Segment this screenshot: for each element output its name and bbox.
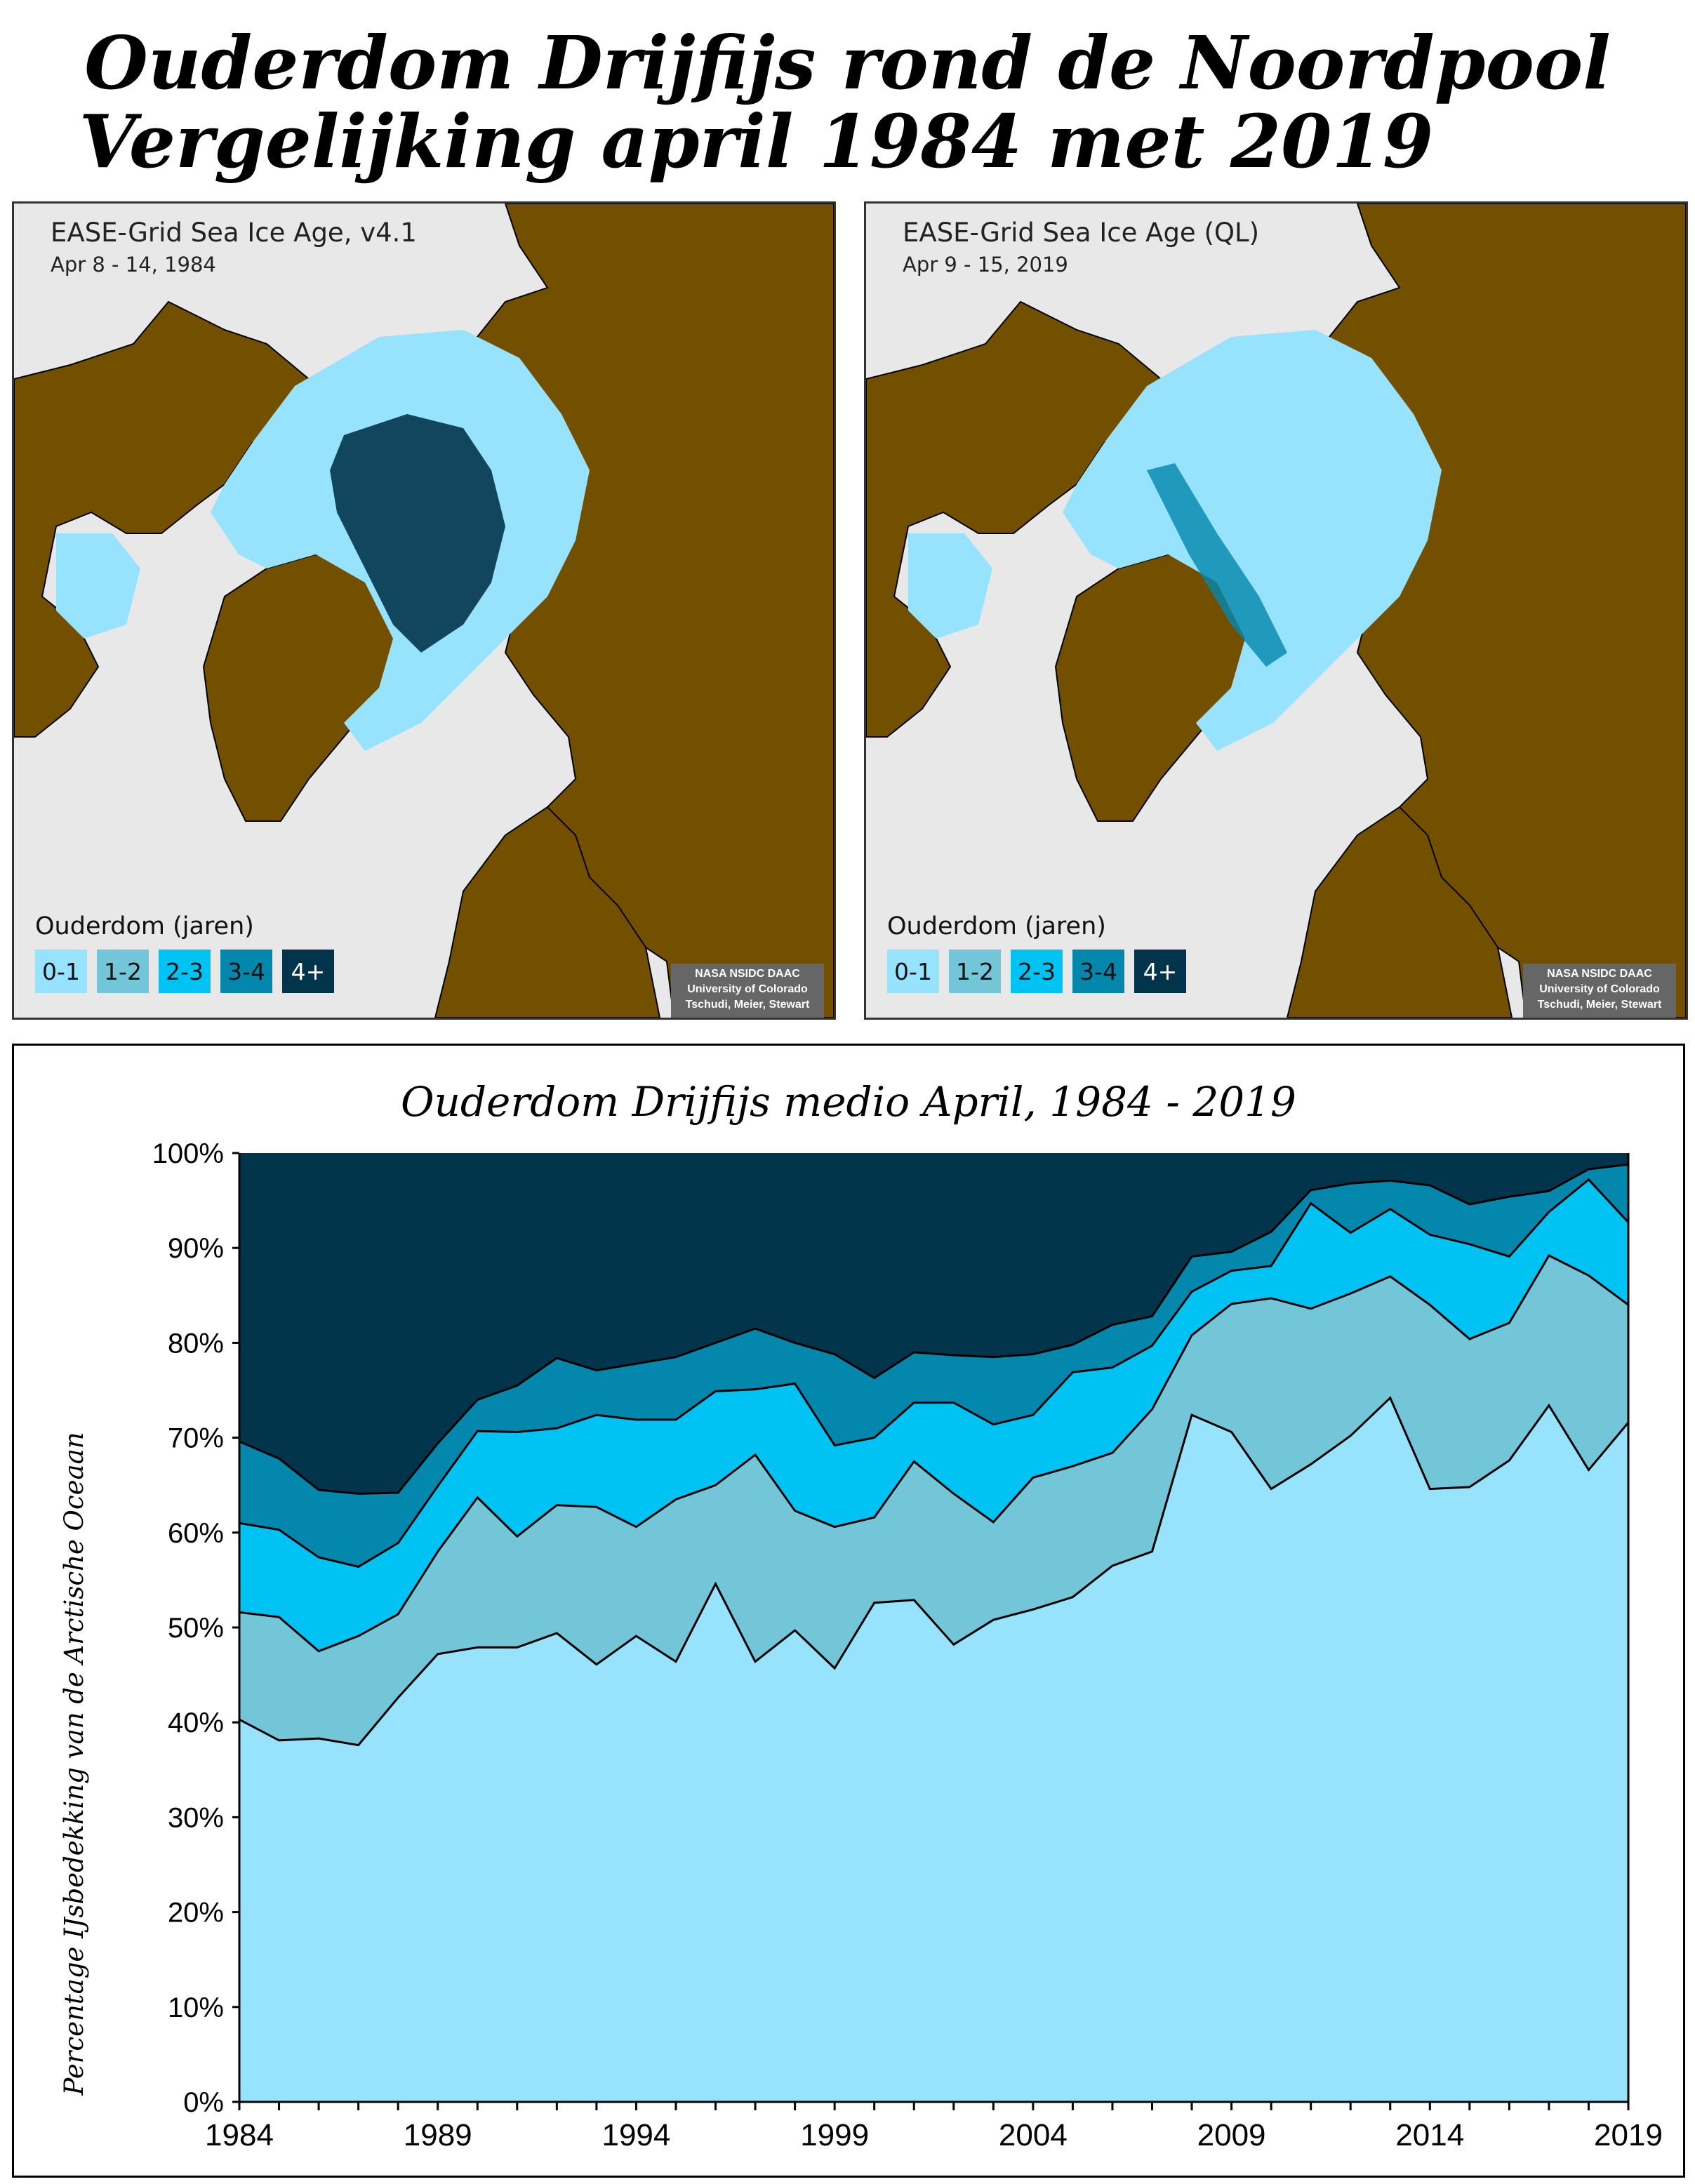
credit-line3: Tschudi, Meier, Stewart — [1537, 999, 1662, 1011]
y-tick-label: 100% — [152, 1138, 224, 1169]
y-tick-label: 40% — [168, 1707, 224, 1738]
legend-title: Ouderdom (jaren) — [35, 912, 254, 940]
area-2-3 — [239, 1179, 1628, 1651]
credit-badge: NASA NSIDC DAAC University of Colorado T… — [671, 964, 824, 1018]
boundary-line-1-2 — [239, 1254, 1629, 1653]
credit-line3: Tschudi, Meier, Stewart — [685, 999, 810, 1011]
area-layers — [239, 1153, 1630, 2102]
boundary-line-3-4 — [239, 1163, 1629, 1495]
area-0-1 — [239, 1397, 1628, 2102]
ice-hudson — [56, 533, 140, 639]
y-tick-label: 0% — [183, 2087, 224, 2118]
map-panel-1984: EASE-Grid Sea Ice Age, v4.1 Apr 8 - 14, … — [12, 201, 836, 1020]
area-4plus — [239, 1153, 1628, 1494]
legend-item-1-2: 1-2 — [97, 950, 149, 993]
credit-badge: NASA NSIDC DAAC University of Colorado T… — [1523, 964, 1676, 1018]
arctic-map-1984 — [14, 204, 834, 1018]
legend-item-4plus: 4+ — [1134, 950, 1186, 993]
legend-item-3-4: 3-4 — [220, 950, 272, 993]
x-tick-label: 1989 — [404, 2118, 472, 2152]
y-tick-label: 20% — [168, 1898, 224, 1929]
y-tick-label: 50% — [168, 1613, 224, 1644]
ice-old — [330, 414, 505, 653]
legend-item-0-1: 0-1 — [35, 950, 87, 993]
x-tick-label: 1999 — [800, 2118, 869, 2152]
page-title-line2: Vergelijking april 1984 met 2019 — [79, 98, 1434, 185]
credit-line2: University of Colorado — [687, 983, 808, 995]
legend: 0-1 1-2 2-3 3-4 4+ — [35, 950, 334, 993]
land-scandinavia — [1286, 806, 1513, 1018]
y-tick-label: 80% — [168, 1328, 224, 1359]
credit-line2: University of Colorado — [1539, 983, 1660, 995]
legend-item-1-2: 1-2 — [949, 950, 1001, 993]
map-date: Apr 9 - 15, 2019 — [903, 253, 1068, 277]
y-tick-label: 70% — [168, 1423, 224, 1454]
legend-item-2-3: 2-3 — [1011, 950, 1063, 993]
map-title: EASE-Grid Sea Ice Age (QL) — [903, 218, 1260, 248]
legend-item-2-3: 2-3 — [159, 950, 211, 993]
axes: 0% 10% 20% 30% 40% 50% 60% 70% 80% 90% 100% 1984 198… — [152, 1138, 1663, 2152]
chart-container: Ouderdom Drijfijs medio April, 1984 - 20… — [12, 1044, 1685, 2178]
credit-line1: NASA NSIDC DAAC — [1547, 968, 1652, 980]
map-title: EASE-Grid Sea Ice Age, v4.1 — [51, 218, 417, 248]
stacked-area-chart: Ouderdom Drijfijs medio April, 1984 - 20… — [59, 1078, 1663, 2152]
x-tick-label: 1984 — [205, 2118, 274, 2152]
legend-item-4plus: 4+ — [282, 950, 334, 993]
map-date: Apr 8 - 14, 1984 — [51, 253, 216, 277]
chart-title: Ouderdom Drijfijs medio April, 1984 - 20… — [401, 1078, 1296, 1126]
y-axis-label: Percentage IJsbedekking van de Arctische… — [59, 1432, 89, 2096]
land-scandinavia — [434, 806, 661, 1018]
x-tick-label: 1994 — [601, 2118, 670, 2152]
y-tick-label: 60% — [168, 1518, 224, 1549]
x-tick-label: 2019 — [1594, 2118, 1663, 2152]
area-1-2 — [239, 1256, 1628, 1745]
y-tick-label: 90% — [168, 1233, 224, 1264]
legend: 0-1 1-2 2-3 3-4 4+ — [887, 950, 1186, 993]
x-tick-label: 2009 — [1197, 2118, 1266, 2152]
boundary-line-0-1 — [239, 1396, 1630, 1747]
land-canada — [866, 300, 1176, 738]
ice-hudson — [908, 533, 992, 639]
y-tick-label: 30% — [168, 1802, 224, 1833]
credit-line1: NASA NSIDC DAAC — [695, 968, 800, 980]
ice-young — [1063, 330, 1442, 751]
map-panel-2019: EASE-Grid Sea Ice Age (QL) Apr 9 - 15, 2… — [864, 201, 1688, 1020]
boundary-line-2-3 — [239, 1178, 1630, 1569]
page-title-line1: Ouderdom Drijfijs rond de Noordpool — [84, 20, 1611, 106]
ice-multiyear-band — [1147, 463, 1287, 667]
legend-item-0-1: 0-1 — [887, 950, 939, 993]
y-tick-label: 10% — [168, 1992, 224, 2023]
legend-item-3-4: 3-4 — [1072, 950, 1124, 993]
legend-title: Ouderdom (jaren) — [887, 912, 1106, 940]
x-tick-label: 2004 — [999, 2118, 1068, 2152]
x-tick-label: 2014 — [1395, 2118, 1464, 2152]
area-3-4 — [239, 1164, 1628, 1567]
arctic-map-2019 — [866, 204, 1686, 1018]
land-canada — [14, 300, 324, 738]
